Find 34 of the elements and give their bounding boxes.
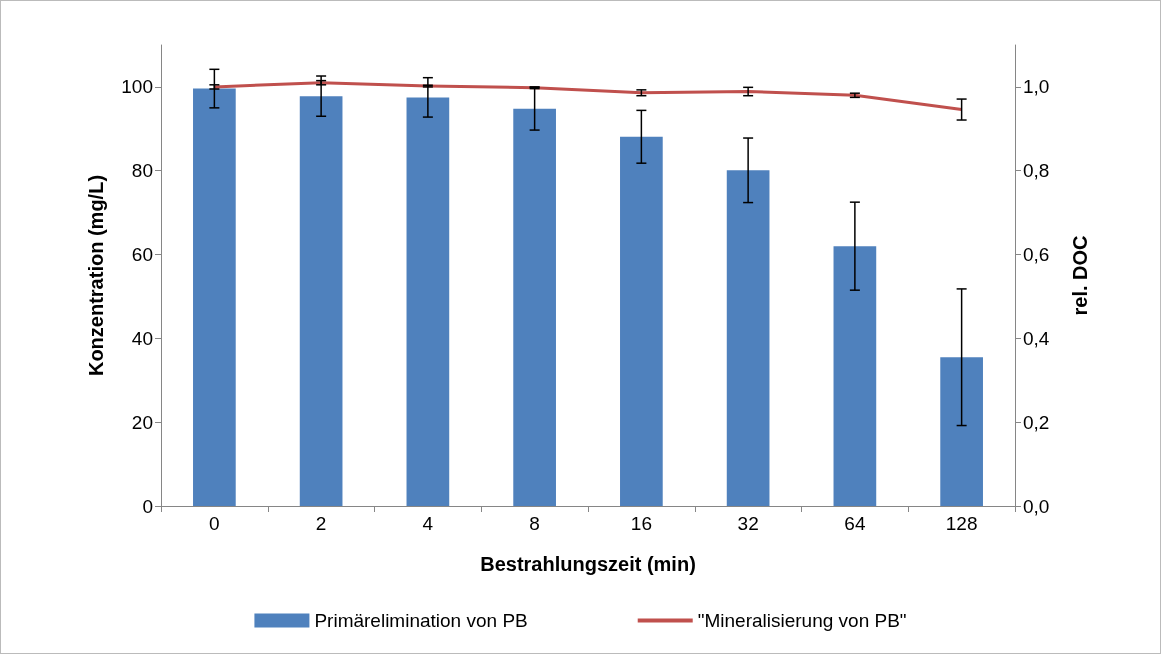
y-tick-label: 40 [131, 327, 153, 349]
x-tick-label: 0 [209, 513, 220, 534]
x-tick-label: 4 [422, 513, 434, 534]
x-tick-label: 128 [945, 513, 978, 534]
bar [299, 96, 343, 506]
y2-axis-title: rel. DOC [1069, 235, 1091, 316]
y-tick-label: 60 [131, 244, 153, 266]
x-tick-label: 32 [737, 513, 759, 534]
bar [193, 88, 236, 506]
y-tick-label: 20 [131, 411, 153, 433]
y-axis-title: Konzentration (mg/L) [85, 174, 107, 377]
y-tick-label: 80 [131, 160, 153, 182]
x-tick-label: 8 [529, 513, 540, 534]
y2-tick-label: 0,0 [1023, 495, 1050, 517]
bar [406, 97, 450, 506]
y-tick-label: 100 [121, 76, 153, 98]
x-tick-label: 16 [630, 513, 652, 534]
line-series [212, 81, 964, 112]
x-axis-title: Bestrahlungszeit (min) [480, 553, 696, 575]
y2-tick-label: 0,8 [1023, 160, 1050, 182]
legend-label: "Mineralisierung von PB" [697, 610, 907, 631]
y2-tick-label: 0,6 [1023, 244, 1050, 266]
x-tick-label: 2 [315, 513, 327, 534]
legend-label: Primärelimination von PB [314, 610, 528, 631]
y2-tick-label: 1,0 [1023, 76, 1050, 98]
y2-tick-label: 0,4 [1023, 327, 1050, 349]
y-tick-label: 0 [142, 495, 153, 517]
y2-tick-label: 0,2 [1023, 411, 1050, 433]
bar [833, 246, 877, 506]
x-tick-label: 64 [844, 513, 866, 534]
bar [620, 136, 663, 506]
bar [726, 170, 770, 506]
bar [940, 357, 983, 506]
bar [513, 108, 556, 506]
